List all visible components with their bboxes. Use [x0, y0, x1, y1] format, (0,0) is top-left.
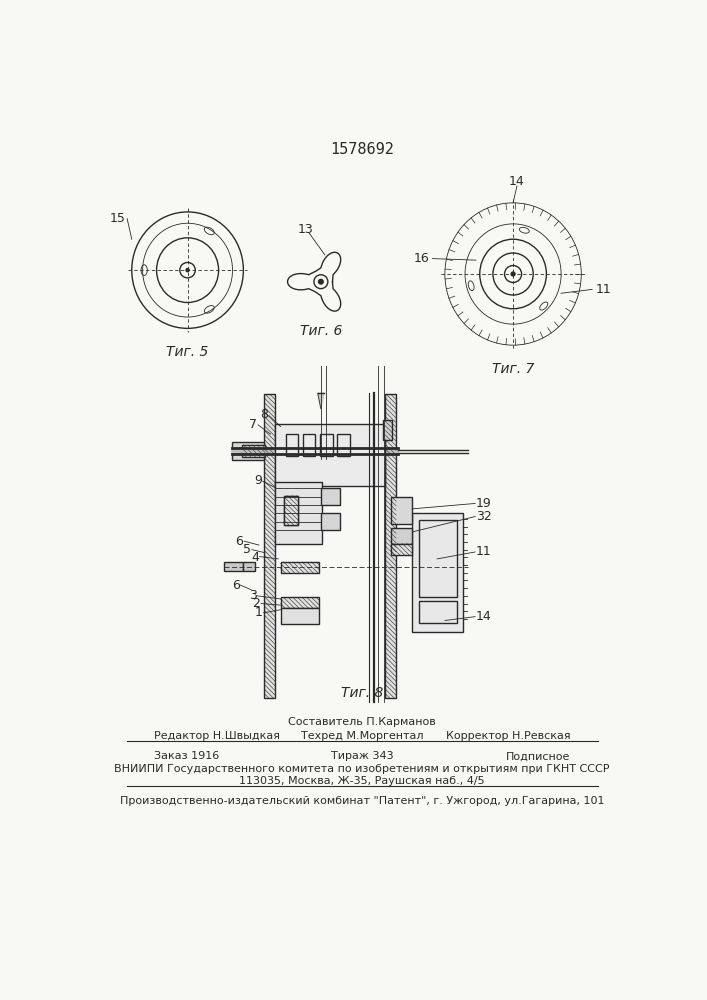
Bar: [391, 544, 412, 555]
Bar: [303, 434, 315, 456]
Text: Τиг. 6: Τиг. 6: [300, 324, 342, 338]
Text: 1578692: 1578692: [330, 142, 394, 157]
Text: Подписное: Подписное: [506, 751, 571, 761]
Bar: [275, 424, 385, 486]
Text: 2: 2: [252, 597, 260, 610]
Bar: [281, 608, 320, 624]
Text: Составитель П.Карманов: Составитель П.Карманов: [288, 717, 436, 727]
Text: 8: 8: [260, 408, 268, 421]
Bar: [321, 488, 340, 505]
Text: 1: 1: [255, 606, 263, 619]
Text: Τиг. 5: Τиг. 5: [166, 345, 209, 359]
Bar: [321, 513, 340, 530]
Text: 32: 32: [476, 510, 491, 523]
Bar: [419, 601, 457, 623]
Text: 15: 15: [110, 212, 126, 225]
Bar: [243, 562, 255, 571]
Text: Редактор Н.Швыдкая: Редактор Н.Швыдкая: [154, 731, 280, 741]
Text: 14: 14: [509, 175, 525, 188]
Text: Производственно-издательский комбинат "Патент", г. Ужгород, ул.Гагарина, 101: Производственно-издательский комбинат "П…: [119, 796, 604, 806]
Text: Τиг. 8: Τиг. 8: [341, 686, 383, 700]
Text: Техред М.Моргентал: Техред М.Моргентал: [300, 731, 423, 741]
Bar: [391, 528, 412, 544]
Circle shape: [186, 269, 189, 272]
Bar: [281, 597, 320, 608]
Text: 7: 7: [250, 418, 257, 431]
Text: 5: 5: [243, 543, 251, 556]
Bar: [284, 496, 298, 525]
Bar: [383, 420, 392, 440]
Text: 4: 4: [251, 551, 259, 564]
Text: 113035, Москва, Ж-35, Раушская наб., 4/5: 113035, Москва, Ж-35, Раушская наб., 4/5: [239, 776, 485, 786]
Bar: [391, 497, 412, 524]
Text: 6: 6: [235, 535, 243, 548]
Text: 14: 14: [476, 610, 491, 623]
Text: 19: 19: [476, 497, 491, 510]
Bar: [286, 434, 298, 456]
Text: Τиг. 7: Τиг. 7: [492, 362, 534, 376]
Circle shape: [319, 279, 323, 284]
Bar: [275, 482, 322, 544]
Text: 13: 13: [298, 223, 313, 236]
Text: ВНИИПИ Государственного комитета по изобретениям и открытиям при ГКНТ СССР: ВНИИПИ Государственного комитета по изоб…: [115, 764, 609, 774]
Bar: [385, 394, 396, 698]
Text: 11: 11: [595, 283, 611, 296]
Bar: [242, 445, 265, 457]
Text: Заказ 1916: Заказ 1916: [154, 751, 219, 761]
Bar: [419, 520, 457, 597]
Text: 9: 9: [254, 474, 262, 487]
Text: Тираж 343: Тираж 343: [331, 751, 393, 761]
Bar: [281, 562, 320, 573]
Text: 3: 3: [249, 589, 257, 602]
Text: 11: 11: [476, 545, 491, 558]
Text: 16: 16: [414, 252, 429, 265]
Bar: [412, 513, 462, 632]
Bar: [337, 434, 349, 456]
Bar: [232, 442, 264, 460]
Bar: [264, 394, 275, 698]
Text: 6: 6: [232, 579, 240, 592]
Bar: [320, 434, 332, 456]
Bar: [284, 496, 298, 525]
Text: Корректор Н.Ревская: Корректор Н.Ревская: [446, 731, 571, 741]
Circle shape: [511, 272, 515, 276]
Polygon shape: [317, 393, 324, 409]
Bar: [224, 562, 243, 571]
